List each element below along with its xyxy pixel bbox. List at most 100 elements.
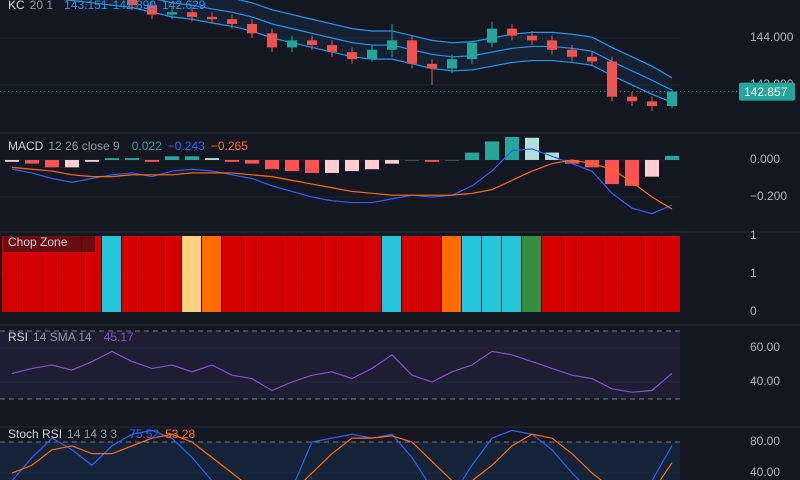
legend-title: Chop Zone: [8, 235, 68, 249]
legend-value: 142.890: [113, 0, 157, 12]
legend-value: −0.265: [211, 139, 248, 153]
histogram-bar: [485, 141, 499, 160]
candle-body: [387, 40, 397, 50]
chop-bar: [642, 236, 661, 312]
legend: MACD 12 26 close 9 0.022 −0.243 −0.265: [8, 139, 248, 153]
y-tick-label: 1: [750, 266, 757, 280]
candle-body: [647, 101, 657, 107]
candle-body: [627, 96, 637, 102]
candle-body: [367, 49, 377, 60]
y-tick-label: 144.000: [750, 30, 794, 44]
candle-body: [567, 49, 577, 57]
histogram-bar: [665, 155, 679, 160]
chop-bar: [542, 236, 561, 312]
histogram-bar: [125, 158, 139, 160]
indicator-line: [11, 430, 673, 480]
legend-title: Stoch RSI: [8, 427, 62, 441]
histogram-bar: [325, 159, 339, 173]
legend-params: 20 1: [30, 0, 54, 12]
legend-value: 53.28: [165, 427, 195, 441]
chop-bar: [662, 236, 680, 312]
chop-bar: [122, 236, 141, 312]
candle-body: [407, 40, 417, 64]
legend-value: 45.17: [104, 330, 134, 344]
histogram-bar: [25, 159, 39, 164]
chop-bar: [442, 236, 461, 312]
y-tick-label: 60.00: [750, 340, 780, 354]
histogram-bar: [465, 152, 479, 160]
y-tick-label: −0.200: [750, 189, 787, 203]
candle-body: [127, 0, 137, 6]
y-tick-label: 40.00: [750, 465, 780, 479]
chop-bar: [102, 236, 121, 312]
candle-body: [207, 16, 217, 20]
candle-body: [247, 23, 257, 34]
chop-bar: [22, 236, 41, 312]
candle-body: [547, 40, 557, 50]
histogram-bar: [345, 159, 359, 172]
channel-line: [62, 0, 673, 103]
chop-bar: [2, 236, 21, 312]
histogram-bar: [65, 159, 79, 168]
pane: [0, 330, 680, 400]
pane: [0, 0, 680, 111]
histogram-bar: [245, 159, 259, 164]
y-tick-label: 0: [750, 304, 757, 318]
y-tick-label: 40.00: [750, 374, 780, 388]
chop-bar: [162, 236, 181, 312]
chop-bar: [382, 236, 401, 312]
legend-title: RSI: [8, 330, 28, 344]
histogram-bar: [185, 156, 199, 160]
chop-bar: [482, 236, 501, 312]
legend-title: MACD: [8, 139, 44, 153]
last-price-label: 142.857: [744, 85, 788, 99]
candle-body: [347, 52, 357, 60]
legend-params: 14 14 3 3: [67, 427, 117, 441]
band-fill: [0, 331, 680, 399]
legend-value: −0.243: [168, 139, 205, 153]
last-price-box: [739, 82, 795, 101]
candle-body: [307, 40, 317, 46]
chop-bar: [602, 236, 621, 312]
chop-bar: [522, 236, 541, 312]
candle-body: [467, 42, 477, 60]
pane: [0, 137, 680, 215]
candle-body: [187, 12, 197, 17]
chop-bar: [142, 236, 161, 312]
legend: RSI 14 SMA 14 45.17: [8, 330, 134, 344]
histogram-bar: [285, 159, 299, 172]
chop-bar: [182, 236, 201, 312]
chop-bar: [42, 236, 61, 312]
legend: KC 20 1 143.151 142.890 142.629: [8, 0, 206, 12]
candle-body: [267, 33, 277, 48]
legend-value: 143.151: [64, 0, 108, 12]
candle-body: [447, 59, 457, 69]
histogram-bar: [165, 156, 179, 160]
chop-bar: [582, 236, 601, 312]
histogram-bar: [645, 159, 659, 177]
histogram-bar: [305, 159, 319, 173]
chop-bar: [62, 236, 81, 312]
chop-bar: [262, 236, 281, 312]
candle-body: [427, 63, 437, 69]
legend: Chop Zone: [8, 235, 68, 249]
legend-value: 142.629: [162, 0, 206, 12]
histogram-bar: [265, 159, 279, 170]
chop-bar: [242, 236, 261, 312]
chop-bar: [502, 236, 521, 312]
histogram-bar: [405, 159, 419, 161]
chop-bar: [562, 236, 581, 312]
histogram-bar: [105, 158, 119, 160]
legend-value: 75.52: [129, 427, 159, 441]
indicator-line: [11, 159, 673, 210]
chop-bar: [82, 236, 101, 312]
candle-body: [667, 91, 677, 107]
pane: [0, 236, 680, 312]
legend-box: [3, 234, 95, 252]
chop-bar: [322, 236, 341, 312]
pane: [0, 430, 680, 480]
candle-body: [147, 5, 157, 15]
candle-body: [167, 12, 177, 15]
candle-body: [587, 56, 597, 62]
y-tick-label: 1: [750, 228, 757, 242]
